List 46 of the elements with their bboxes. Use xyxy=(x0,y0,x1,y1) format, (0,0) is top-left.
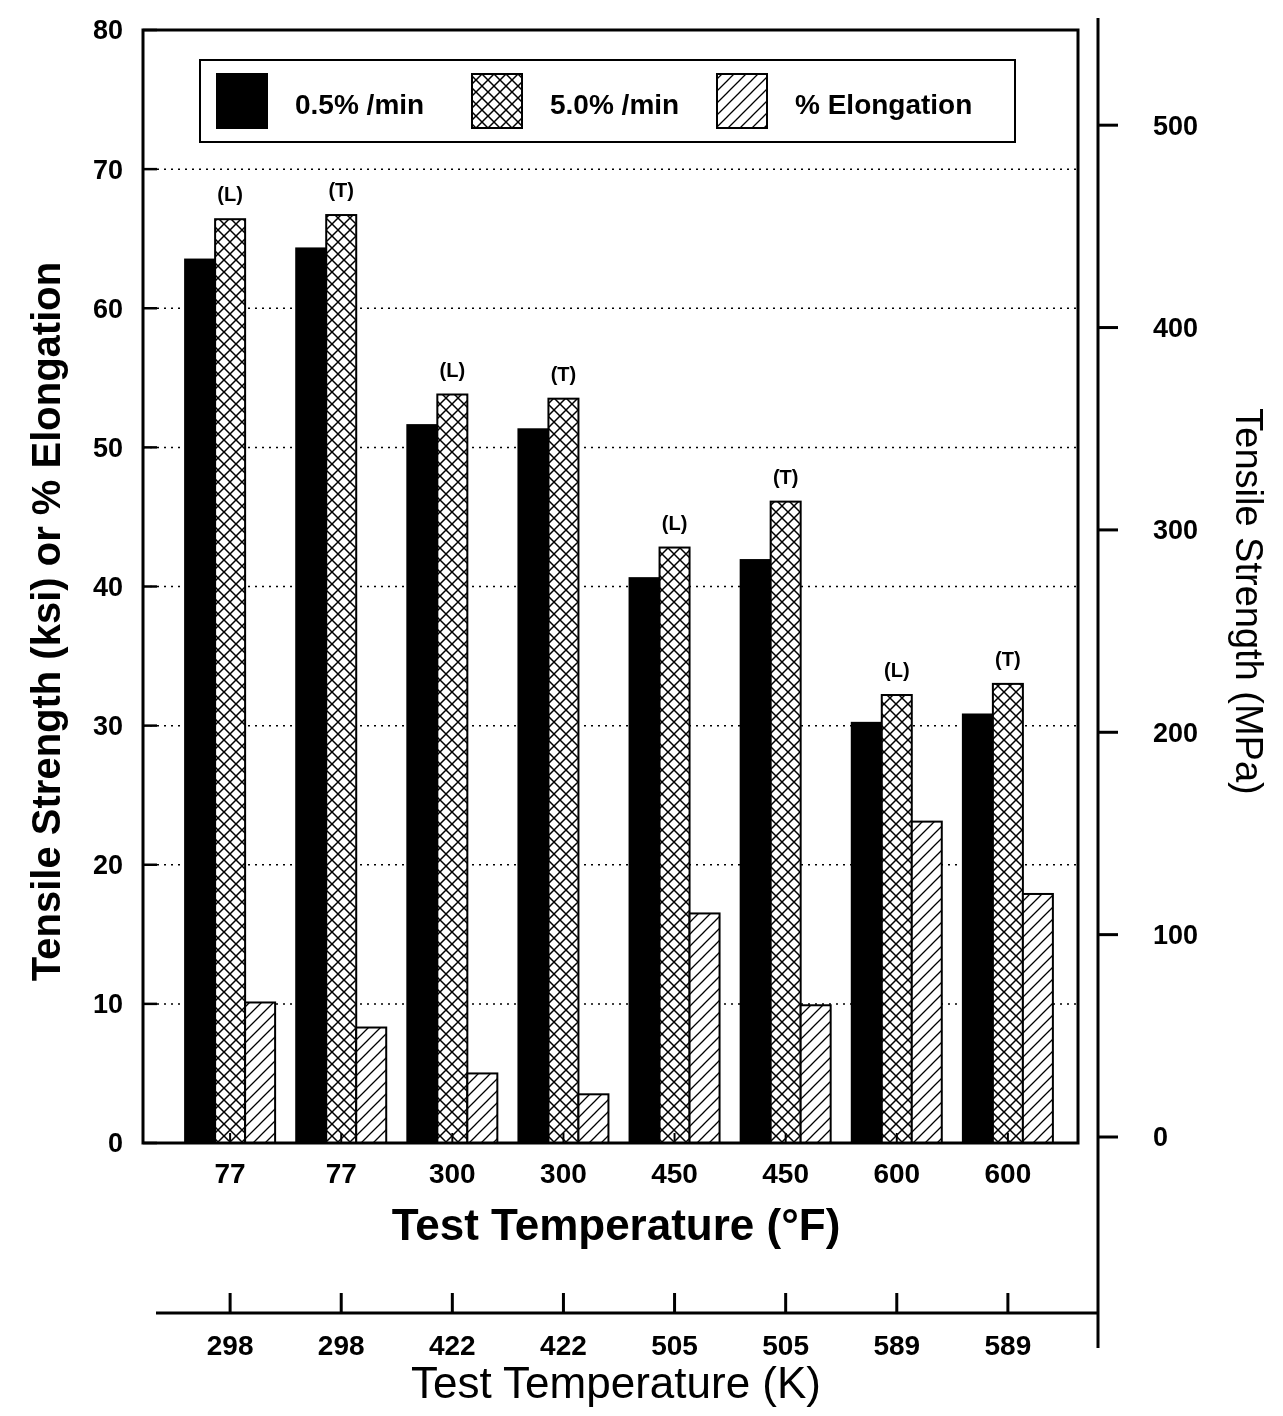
y2-tick-label: 100 xyxy=(1153,920,1199,951)
legend-label: 0.5% /min xyxy=(295,88,425,120)
annotation: (T) xyxy=(772,465,799,488)
text: 298 xyxy=(206,1330,254,1361)
x-tick-label: 450 xyxy=(651,1158,698,1189)
text: 505 xyxy=(651,1330,698,1361)
y-tick-label: 70 xyxy=(92,154,123,185)
annotation: (L) xyxy=(217,183,243,206)
y-tick-label: 50 xyxy=(92,432,123,463)
annotation: (L) xyxy=(884,659,910,682)
text: Test Temperature (K) xyxy=(410,1358,822,1407)
x-tick-label: 600 xyxy=(873,1158,921,1189)
text: 422 xyxy=(428,1330,476,1361)
y-tick-label: 0 xyxy=(107,1128,123,1159)
x-tick-label: 300 xyxy=(540,1158,587,1189)
annotation: (T) xyxy=(995,647,1021,670)
y-tick-label: 30 xyxy=(92,711,123,742)
text: 589 xyxy=(984,1330,1032,1361)
x-axis-title: Test Temperature (°F) xyxy=(391,1200,841,1249)
x-tick-label: 600 xyxy=(984,1158,1032,1189)
x-tick-label: 77 xyxy=(214,1158,246,1189)
x-tick-label: 450 xyxy=(762,1158,810,1189)
y2-tick-label: 300 xyxy=(1153,515,1199,546)
y-tick-label: 40 xyxy=(92,571,123,602)
annotation: (T) xyxy=(550,362,577,385)
legend-label: % Elongation xyxy=(795,88,973,120)
annotation: (T) xyxy=(328,179,354,202)
text: 505 xyxy=(762,1330,810,1361)
y2-tick-label: 0 xyxy=(1153,1122,1169,1153)
y-tick-label: 10 xyxy=(92,989,123,1020)
x-tick-label: 300 xyxy=(428,1158,476,1189)
text: 422 xyxy=(540,1330,587,1361)
y2-tick-label: 500 xyxy=(1153,110,1199,141)
annotation: (L) xyxy=(439,358,466,381)
y2-axis-title: Tensile Strength (MPa) xyxy=(1228,408,1270,795)
text: 298 xyxy=(317,1330,365,1361)
y-axis-title: Tensile Strength (ksi) or % Elongation xyxy=(24,261,68,982)
y-tick-label: 80 xyxy=(92,15,123,46)
y-tick-label: 60 xyxy=(92,293,123,324)
x-tick-label: 77 xyxy=(325,1158,357,1189)
legend-label: 5.0% /min xyxy=(550,88,680,120)
annotation: (L) xyxy=(661,511,688,534)
y-tick-label: 20 xyxy=(92,850,123,881)
text: 589 xyxy=(873,1330,921,1361)
y2-tick-label: 200 xyxy=(1153,717,1199,748)
y2-tick-label: 400 xyxy=(1153,313,1199,343)
